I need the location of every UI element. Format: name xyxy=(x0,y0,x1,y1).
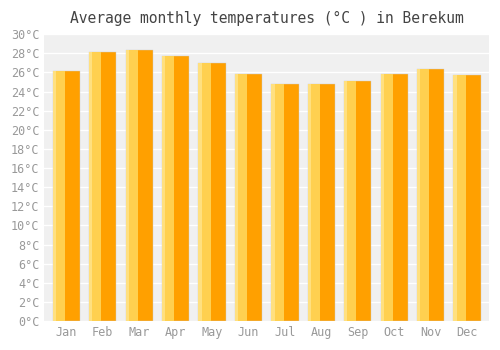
Bar xyxy=(308,84,311,321)
Bar xyxy=(52,71,56,321)
Bar xyxy=(162,56,190,321)
Bar xyxy=(126,50,129,321)
Bar xyxy=(344,81,356,321)
Bar xyxy=(52,71,65,321)
Bar xyxy=(89,52,102,321)
Bar xyxy=(417,69,420,321)
Bar xyxy=(271,84,283,321)
Bar xyxy=(271,84,274,321)
Bar xyxy=(308,84,320,321)
Bar xyxy=(162,56,174,321)
Bar xyxy=(344,81,348,321)
Bar xyxy=(162,56,165,321)
Bar xyxy=(52,71,80,321)
Bar xyxy=(198,63,202,321)
Bar xyxy=(235,75,262,321)
Bar xyxy=(454,75,466,321)
Title: Average monthly temperatures (°C ) in Berekum: Average monthly temperatures (°C ) in Be… xyxy=(70,11,464,26)
Bar xyxy=(417,69,429,321)
Bar xyxy=(380,75,408,321)
Bar xyxy=(380,75,393,321)
Bar xyxy=(235,75,247,321)
Bar xyxy=(308,84,335,321)
Bar xyxy=(454,75,480,321)
Bar xyxy=(235,75,238,321)
Bar xyxy=(417,69,444,321)
Bar xyxy=(271,84,298,321)
Bar xyxy=(198,63,210,321)
Bar xyxy=(89,52,117,321)
Bar xyxy=(380,75,384,321)
Bar xyxy=(198,63,226,321)
Bar xyxy=(344,81,372,321)
Bar xyxy=(126,50,138,321)
Bar xyxy=(126,50,153,321)
Bar xyxy=(454,75,456,321)
Bar xyxy=(89,52,92,321)
